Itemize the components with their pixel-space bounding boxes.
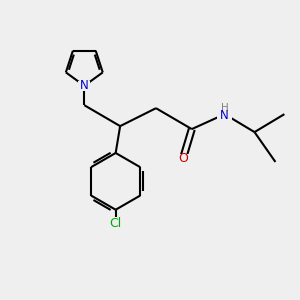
Bar	[107, 218, 124, 229]
Text: H: H	[221, 103, 229, 112]
Bar	[217, 104, 232, 121]
Text: N: N	[220, 109, 229, 122]
Text: N: N	[80, 79, 89, 92]
Bar	[78, 81, 90, 91]
Text: Cl: Cl	[110, 217, 122, 230]
Text: O: O	[178, 152, 188, 166]
Bar	[177, 154, 188, 164]
